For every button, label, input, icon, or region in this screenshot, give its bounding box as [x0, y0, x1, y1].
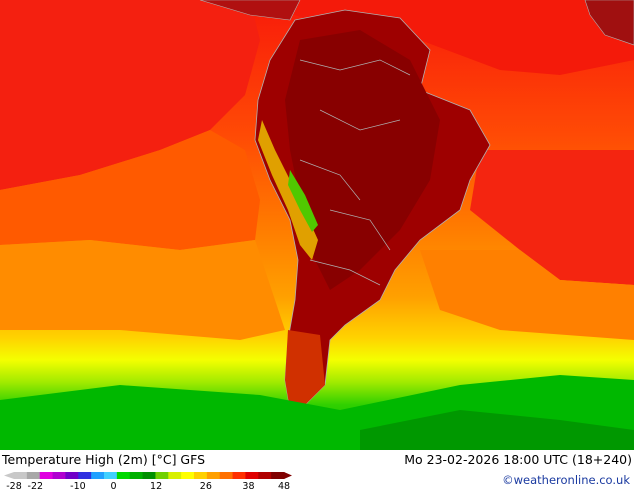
- scale-swatch: [104, 472, 118, 479]
- credit-link[interactable]: ©weatheronline.co.uk: [502, 473, 630, 487]
- scale-swatch: [142, 472, 156, 479]
- scale-swatch: [129, 472, 144, 479]
- scale-swatch: [116, 472, 131, 479]
- scale-swatch: [258, 472, 272, 479]
- scale-swatch: [168, 472, 182, 479]
- scale-tick-label: 26: [200, 481, 212, 490]
- map-title: Temperature High (2m) [°C] GFS: [2, 452, 206, 467]
- temperature-map: [0, 0, 634, 450]
- scale-tick-label: -28: [6, 481, 22, 490]
- andes-cool-strip: [258, 120, 318, 260]
- color-scale-legend: -28 -22 -10 0 12 26 38 48: [4, 472, 292, 490]
- scale-tick-label: -10: [70, 481, 86, 490]
- scale-tick-label: 0: [110, 481, 116, 490]
- andes-green-strip: [288, 170, 318, 232]
- scale-swatch: [26, 472, 41, 479]
- scale-tick-label: 12: [150, 481, 162, 490]
- north-landmass: [199, 0, 301, 21]
- patagonia-region: [285, 330, 325, 410]
- scale-swatch: [39, 472, 54, 479]
- scale-swatch: [194, 472, 208, 479]
- orange-band-east: [420, 250, 634, 340]
- scale-swatch: [65, 472, 79, 479]
- hot-core-region: [285, 30, 440, 290]
- scale-arrow-right: [284, 472, 292, 479]
- scale-swatch: [14, 472, 28, 479]
- scale-swatch: [52, 472, 66, 479]
- scale-tick-label: -22: [28, 481, 44, 490]
- scale-tick-label: 38: [242, 481, 254, 490]
- scale-swatch: [78, 472, 92, 479]
- scale-swatch: [91, 472, 105, 479]
- scale-tick-label: 48: [278, 481, 290, 490]
- country-borders: [299, 59, 411, 286]
- scale-swatch: [245, 472, 259, 479]
- scale-swatch: [155, 472, 169, 479]
- orange-band-south: [0, 240, 285, 340]
- run-time-label: Mo 23-02-2026 18:00 UTC (18+240): [404, 452, 632, 467]
- map-footer: Temperature High (2m) [°C] GFS Mo 23-02-…: [0, 450, 634, 490]
- africa-corner: [584, 0, 634, 46]
- warm-pacific-region: [0, 0, 260, 190]
- scale-swatch: [271, 472, 285, 479]
- scale-swatch: [181, 472, 195, 479]
- cold-dark-green: [360, 410, 634, 450]
- scale-swatch: [232, 472, 246, 479]
- scale-swatch: [206, 472, 221, 479]
- warm-atlantic-region: [470, 150, 634, 285]
- scale-swatch: [219, 472, 234, 479]
- orange-band-west: [0, 130, 260, 250]
- scale-arrow-left: [4, 472, 14, 479]
